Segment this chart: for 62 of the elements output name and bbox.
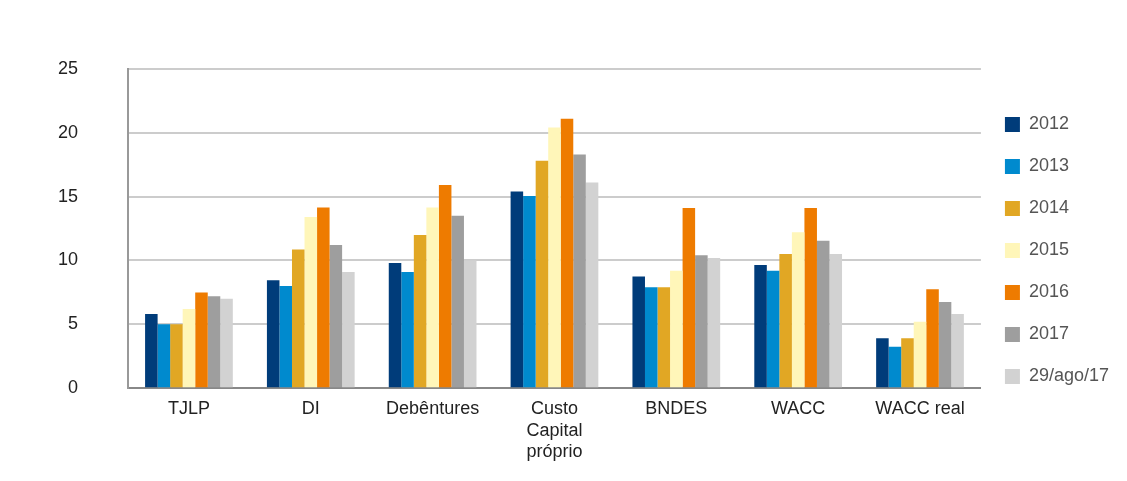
x-tick-label: DI bbox=[301, 397, 320, 418]
bar bbox=[145, 314, 158, 388]
legend-label: 2013 bbox=[1028, 155, 1069, 176]
legend-label: 2017 bbox=[1028, 323, 1069, 344]
legend-label: 2015 bbox=[1028, 239, 1069, 260]
bar bbox=[413, 234, 427, 388]
x-tick-label: BNDES bbox=[645, 397, 708, 418]
bar bbox=[266, 280, 280, 388]
y-tick-label: 0 bbox=[68, 377, 79, 398]
bar bbox=[766, 270, 780, 388]
bar bbox=[670, 270, 683, 388]
bar bbox=[388, 263, 402, 388]
x-tick-label: WACC bbox=[770, 397, 826, 418]
bar bbox=[573, 154, 586, 388]
bar bbox=[438, 185, 452, 388]
bar bbox=[535, 160, 549, 388]
y-tick-label: 10 bbox=[57, 249, 79, 270]
bar bbox=[207, 296, 221, 388]
x-tick-label: Debêntures bbox=[386, 397, 480, 418]
y-tick-label: 15 bbox=[57, 185, 79, 206]
bar bbox=[779, 254, 792, 388]
x-tick-label: WACC real bbox=[875, 397, 965, 418]
x-tick-label: TJLP bbox=[167, 397, 210, 418]
bar bbox=[291, 249, 305, 388]
bar bbox=[901, 338, 914, 388]
y-tick-label: 5 bbox=[68, 313, 79, 334]
y-tick-label: 25 bbox=[57, 57, 79, 78]
bar bbox=[426, 207, 439, 388]
bar bbox=[279, 285, 292, 388]
bar bbox=[913, 321, 927, 388]
legend-label: 2014 bbox=[1028, 197, 1069, 218]
bar bbox=[451, 215, 464, 388]
bar bbox=[317, 207, 330, 388]
bar bbox=[523, 195, 536, 388]
bar bbox=[754, 264, 767, 388]
bar bbox=[791, 232, 805, 388]
bar bbox=[695, 255, 708, 388]
y-tick-label: 20 bbox=[57, 121, 79, 142]
bar bbox=[816, 240, 830, 388]
bar bbox=[938, 301, 952, 388]
bar bbox=[401, 271, 414, 388]
bar bbox=[170, 324, 183, 388]
bar bbox=[157, 324, 171, 388]
legend-label: 2012 bbox=[1028, 113, 1069, 134]
bar bbox=[195, 292, 208, 388]
legend-label: 2016 bbox=[1028, 281, 1069, 302]
bar bbox=[560, 118, 574, 388]
bar bbox=[329, 245, 343, 388]
bar bbox=[182, 308, 196, 388]
bar bbox=[510, 191, 524, 388]
bar bbox=[304, 217, 318, 388]
bar bbox=[657, 287, 671, 388]
bar bbox=[926, 289, 939, 388]
bar bbox=[876, 338, 889, 388]
legend-label: 29/ago/17 bbox=[1028, 365, 1109, 386]
bar bbox=[644, 287, 658, 388]
bar bbox=[804, 208, 817, 388]
bar bbox=[548, 127, 561, 388]
bar bbox=[632, 276, 645, 388]
bar bbox=[682, 208, 696, 388]
x-tick-label: Custo Capital próprio bbox=[526, 397, 583, 462]
bar bbox=[888, 346, 902, 388]
